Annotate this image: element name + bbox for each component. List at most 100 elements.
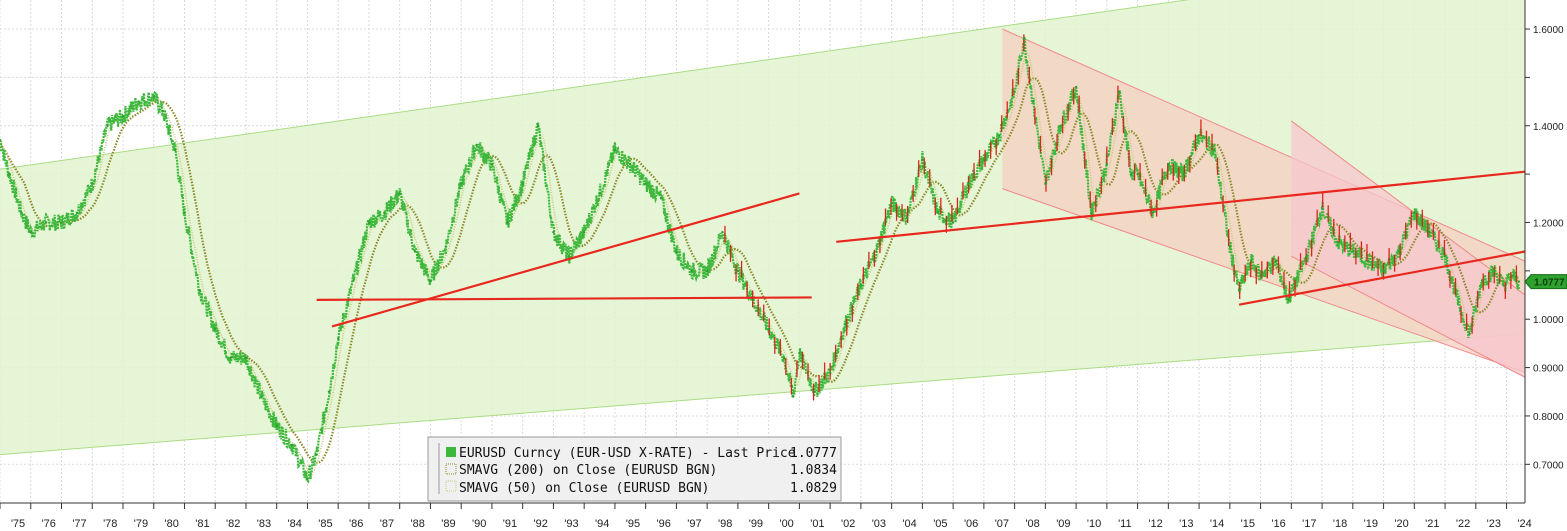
x-tick-label: '77 <box>72 518 86 530</box>
legend: EURUSD Curncy (EUR-USD X-RATE) - Last Pr… <box>427 436 842 502</box>
legend-swatch-sma200 <box>445 463 457 475</box>
price-point <box>552 230 555 234</box>
price-point <box>1468 332 1471 335</box>
price-point <box>0 139 2 142</box>
price-point <box>1382 269 1385 273</box>
price-point <box>659 197 663 200</box>
x-tick-label: '85 <box>318 518 332 530</box>
price-point <box>214 327 217 331</box>
channel-lower-line <box>1002 188 1526 373</box>
price-point <box>767 327 770 331</box>
x-tick-label: '87 <box>380 518 394 530</box>
x-tick-label: '97 <box>687 518 701 530</box>
price-point <box>1502 284 1505 287</box>
x-tick-label: '22 <box>1456 518 1470 530</box>
x-tick-label: '15 <box>1241 518 1255 530</box>
x-tick-label: '90 <box>472 518 486 530</box>
price-point <box>121 114 125 118</box>
price-point <box>1151 211 1155 215</box>
price-point <box>1480 279 1484 282</box>
legend-label-sma50: SMAVG (50) on Close (EURUSD BGN) <box>459 481 709 496</box>
price-point <box>1259 274 1262 277</box>
price-point <box>1320 206 1324 210</box>
price-point <box>444 245 448 248</box>
channel-lower-line <box>0 333 1526 456</box>
price-point <box>1117 90 1121 94</box>
price-point <box>198 288 202 292</box>
x-tick-label: '89 <box>441 518 455 530</box>
x-tick-label: '13 <box>1179 518 1193 530</box>
price-point <box>690 269 693 273</box>
price-point <box>813 390 816 393</box>
x-tick-label: '81 <box>195 518 209 530</box>
x-tick-label: '93 <box>564 518 578 530</box>
y-axis-panel <box>1525 0 1567 531</box>
trendline <box>331 192 800 328</box>
price-point <box>951 221 955 224</box>
x-tick-label: '06 <box>964 518 978 530</box>
price-point <box>844 322 847 326</box>
price-point <box>859 284 863 287</box>
x-tick-label: '94 <box>595 518 609 530</box>
x-tick-label: '11 <box>1118 518 1132 530</box>
x-tick-label: '19 <box>1364 518 1378 530</box>
price-point <box>506 221 509 224</box>
series-price-line <box>0 36 1520 484</box>
x-tick-label: '84 <box>288 518 302 530</box>
price-point <box>306 477 309 481</box>
price-point <box>367 221 371 224</box>
price-point <box>1397 250 1401 253</box>
price-point <box>598 192 601 195</box>
price-point <box>1182 172 1185 176</box>
price-point <box>244 356 248 360</box>
price-point <box>152 95 155 98</box>
price-point <box>736 269 740 273</box>
y-tick-label: 1.4000 <box>1533 122 1564 133</box>
price-point <box>982 158 986 161</box>
price-point <box>1059 124 1062 127</box>
price-point <box>290 443 294 447</box>
price-point <box>1413 211 1416 215</box>
price-point <box>20 211 23 215</box>
price-point <box>91 182 94 185</box>
price-point <box>828 371 832 374</box>
price-point <box>536 124 540 127</box>
x-tick-label: '91 <box>503 518 517 530</box>
x-tick-label: '09 <box>1056 518 1070 530</box>
x-tick-label: '82 <box>226 518 240 530</box>
price-point <box>327 390 331 393</box>
price-point <box>521 182 524 185</box>
x-tick-label: '01 <box>810 518 824 530</box>
x-tick-label: '18 <box>1333 518 1347 530</box>
price-point <box>459 182 463 185</box>
x-tick-label: '86 <box>349 518 363 530</box>
price-point <box>174 148 177 152</box>
price-point <box>1237 288 1241 292</box>
price-point <box>1443 255 1447 258</box>
y-tick-label: 0.9000 <box>1533 364 1564 375</box>
price-point <box>413 250 417 253</box>
x-tick-label: '98 <box>718 518 732 530</box>
price-point <box>1013 90 1016 94</box>
x-tick-label: '78 <box>103 518 117 530</box>
price-point <box>1351 250 1355 253</box>
legend-label-price: EURUSD Curncy (EUR-USD X-RATE) - Last Pr… <box>459 446 796 461</box>
x-tick-label: '07 <box>995 518 1009 530</box>
price-point <box>475 143 478 147</box>
price-point <box>1074 85 1078 89</box>
price-point <box>1459 308 1462 311</box>
legend-box <box>427 436 842 502</box>
price-point <box>137 100 140 103</box>
last-price-label: 1.0777 <box>1534 278 1565 289</box>
x-tick-label: '92 <box>534 518 548 530</box>
price-point <box>44 221 48 224</box>
price-point <box>1517 280 1521 283</box>
last-price-flag <box>1524 274 1567 290</box>
price-point <box>106 124 109 127</box>
price-point <box>260 395 263 398</box>
price-point <box>875 250 878 253</box>
price-point <box>782 356 786 360</box>
price-point <box>1031 100 1035 103</box>
price-point <box>705 269 709 273</box>
price-point <box>967 182 970 185</box>
